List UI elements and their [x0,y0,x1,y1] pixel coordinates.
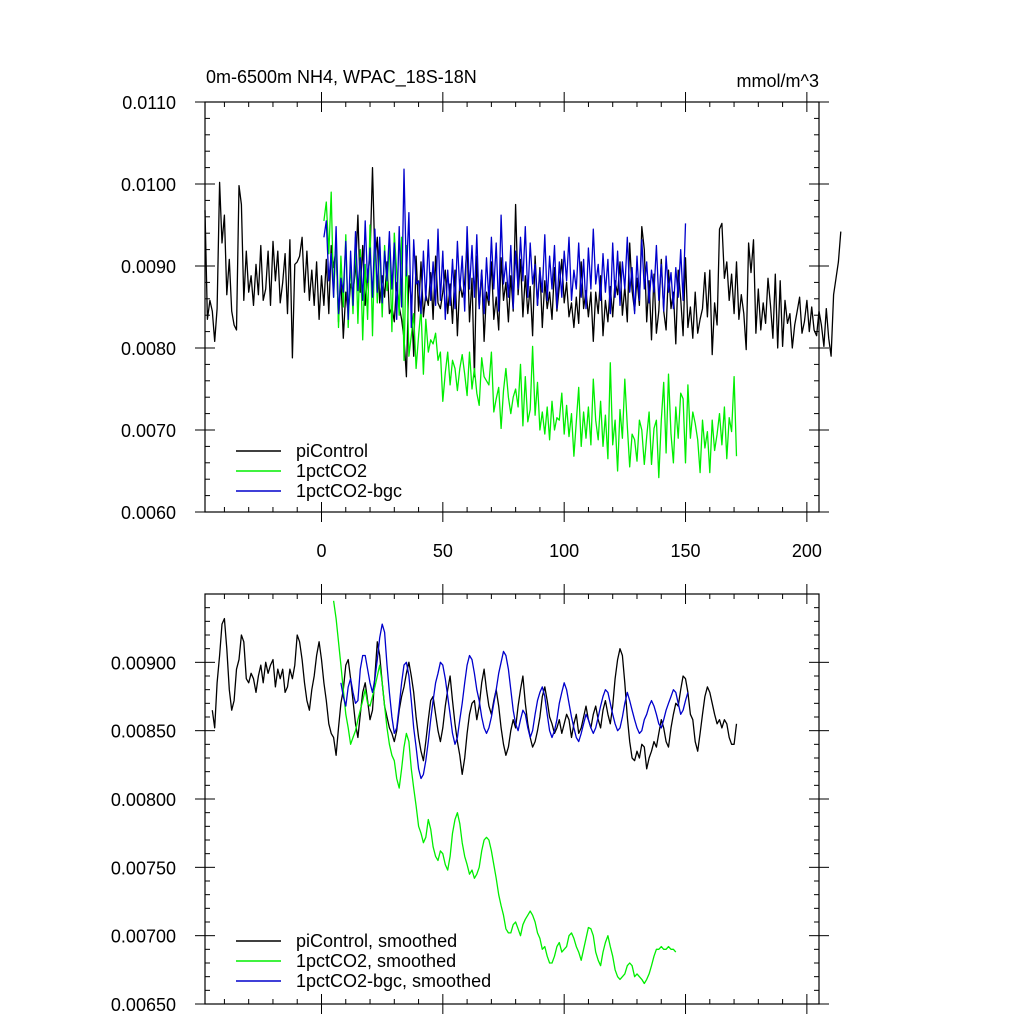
y-tick-label: 0.00700 [111,927,176,947]
series-line-2 [340,623,689,780]
series-line-0 [211,617,738,776]
legend-label: piControl [296,441,368,461]
legend-label: 1pctCO2, smoothed [296,951,456,971]
top-panel: 0m-6500m NH4, WPAC_18S-18N mmol/m^3 0 50 1… [121,67,842,561]
x-tick-label: 0 [316,541,326,561]
y-tick-label: 0.00650 [111,995,176,1015]
series-line-0 [204,166,842,378]
y-tick-label: 0.0100 [121,175,176,195]
x-tick-label: 50 [433,541,453,561]
series-line-2 [323,168,687,329]
y-tick-label: 0.00850 [111,722,176,742]
bottom-panel: 0.00650 0.00700 0.00750 0.00800 0.00850 0.009… [111,584,829,1015]
bottom-series-lines [211,600,738,985]
y-tick-label: 0.00750 [111,858,176,878]
legend-label: 1pctCO2 [296,461,367,481]
x-tick-label: 150 [670,541,700,561]
series-line-1 [332,600,677,985]
y-tick-label: 0.0080 [121,339,176,359]
chart-title: 0m-6500m NH4, WPAC_18S-18N [206,67,477,88]
y-tick-label: 0.00900 [111,653,176,673]
y-tick-label: 0.0090 [121,257,176,277]
x-tick-label: 100 [549,541,579,561]
y-tick-label: 0.0110 [122,93,176,113]
bottom-axes: 0.00650 0.00700 0.00750 0.00800 0.00850 0.009… [111,584,829,1015]
top-series-lines [204,166,842,479]
y-tick-label: 0.0070 [121,421,176,441]
legend-label: piControl, smoothed [296,931,457,951]
units-label: mmol/m^3 [737,71,819,91]
top-axes: 0 50 100 150 200 0.0060 0.0070 0.0080 0.0090 0.01… [121,92,829,561]
y-tick-label: 0.00800 [111,790,176,810]
series-line-1 [323,191,738,479]
legend-label: 1pctCO2-bgc [296,481,402,501]
x-tick-label: 200 [792,541,822,561]
legend-label: 1pctCO2-bgc, smoothed [296,971,491,991]
y-tick-label: 0.0060 [121,503,176,523]
top-plot-frame [204,101,820,513]
